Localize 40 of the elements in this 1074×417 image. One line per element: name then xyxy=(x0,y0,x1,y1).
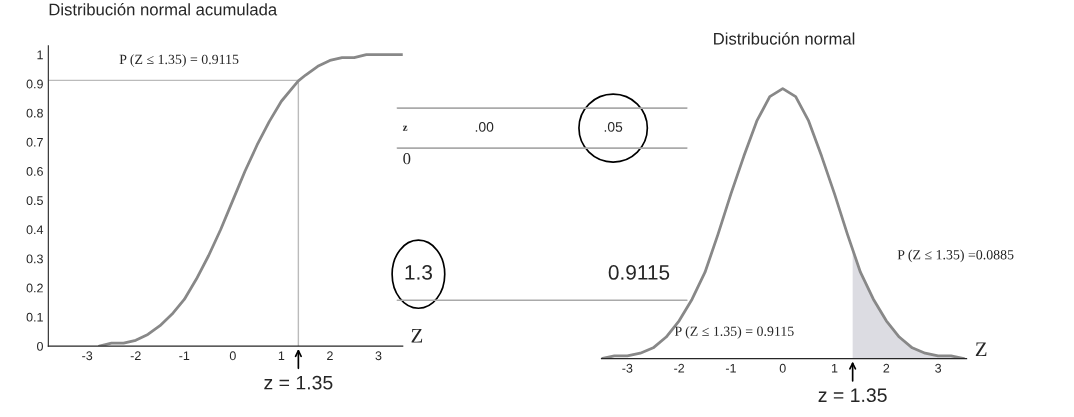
y-tick-label: 0.1 xyxy=(26,312,43,322)
text: z xyxy=(402,125,408,131)
annotation: z = 1.35 xyxy=(264,375,333,390)
text: .00 xyxy=(475,122,494,132)
y-tick-label: 0 xyxy=(37,341,43,351)
x-tick-label: 0 xyxy=(229,351,236,361)
y-tick-label: 0.7 xyxy=(26,137,43,147)
text: 1.3 xyxy=(405,265,432,280)
annotation: P (Z ≤ 1.35) =0.0885 xyxy=(897,249,1014,263)
x-tick-label: -3 xyxy=(622,363,633,373)
x-tick-label: 2 xyxy=(883,363,890,373)
x-tick-label: 3 xyxy=(375,351,382,361)
x-tick-label: -2 xyxy=(130,351,141,361)
y-tick-label: 0.3 xyxy=(26,254,43,264)
x-tick-label: 2 xyxy=(327,351,333,361)
chart-title: Distribución normal acumulada xyxy=(49,3,278,16)
annotation: P (Z ≤ 1.35) = 0.9115 xyxy=(119,54,239,67)
annotation: z = 1.35 xyxy=(818,388,887,403)
y-tick-label: 0.4 xyxy=(26,225,44,235)
y-tick-label: 0.9 xyxy=(26,79,43,89)
y-tick-label: 0.5 xyxy=(26,196,43,206)
annotation: .05 xyxy=(604,122,623,132)
annotation: P (Z ≤ 1.35) = 0.9115 xyxy=(674,326,794,339)
x-tick-label: 1 xyxy=(832,363,838,373)
x-tick-label: -3 xyxy=(82,351,93,361)
annotation: 0.9115 xyxy=(608,265,670,280)
x-tick-label: -2 xyxy=(674,363,685,373)
x-tick-label: 1 xyxy=(278,351,285,361)
x-tick-label: 3 xyxy=(935,363,942,373)
y-tick-label: 0.6 xyxy=(26,167,43,176)
y-tick-label: 0.8 xyxy=(26,108,43,118)
chart-title: Distribución normal xyxy=(714,32,855,45)
x-tick-label: 0 xyxy=(779,363,786,373)
x-tick-label: -1 xyxy=(725,363,736,373)
text: 0 xyxy=(403,153,411,165)
y-tick-label: 1 xyxy=(37,50,43,60)
x-tick-label: -1 xyxy=(179,351,190,361)
y-tick-label: 0.2 xyxy=(26,283,43,293)
x-axis-title: Z xyxy=(411,328,423,343)
x-axis-title: Z xyxy=(975,342,987,357)
